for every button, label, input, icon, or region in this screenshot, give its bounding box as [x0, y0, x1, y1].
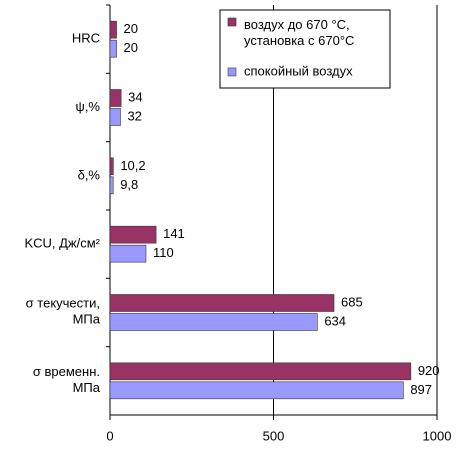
bar [109, 157, 114, 176]
value-label: 10,2 [120, 158, 145, 173]
bar [109, 20, 117, 39]
value-label: 32 [127, 108, 141, 123]
legend-swatch [227, 67, 237, 77]
y-tick-label: σ временн. МПа [33, 364, 101, 395]
y-tick-label: δ,% [78, 167, 101, 182]
legend-label: воздух до 670 °С, установка с 670°С [244, 17, 354, 48]
bar [109, 313, 318, 331]
value-label: 920 [418, 363, 440, 378]
bar [109, 362, 412, 381]
bar [109, 89, 122, 107]
y-tick-label: ψ,% [76, 99, 101, 114]
value-label: 685 [341, 294, 363, 309]
value-label: 9,8 [120, 177, 138, 192]
y-tick-label: σ текучести, МПа [26, 296, 101, 327]
value-label: 110 [153, 245, 174, 260]
x-tick-label: 1000 [423, 428, 452, 443]
bar [109, 294, 335, 312]
value-label: 34 [128, 89, 142, 104]
bar [109, 176, 114, 195]
legend-swatch [227, 17, 237, 27]
y-tick-label: HRC [72, 31, 100, 46]
legend-label: спокойный воздух [244, 63, 353, 78]
value-label: 20 [124, 40, 138, 55]
x-tick-label: 500 [263, 428, 285, 443]
bar [109, 381, 404, 400]
x-tick-label: 0 [106, 428, 113, 443]
bar [109, 244, 147, 263]
bar [109, 39, 117, 58]
bar [109, 108, 121, 126]
value-label: 634 [324, 313, 346, 328]
y-tick-label: KCU, Дж/см² [24, 236, 100, 251]
value-label: 20 [124, 21, 138, 36]
value-label: 897 [410, 382, 432, 397]
legend-box [219, 9, 391, 89]
value-label: 141 [163, 226, 185, 241]
bar [109, 225, 157, 244]
